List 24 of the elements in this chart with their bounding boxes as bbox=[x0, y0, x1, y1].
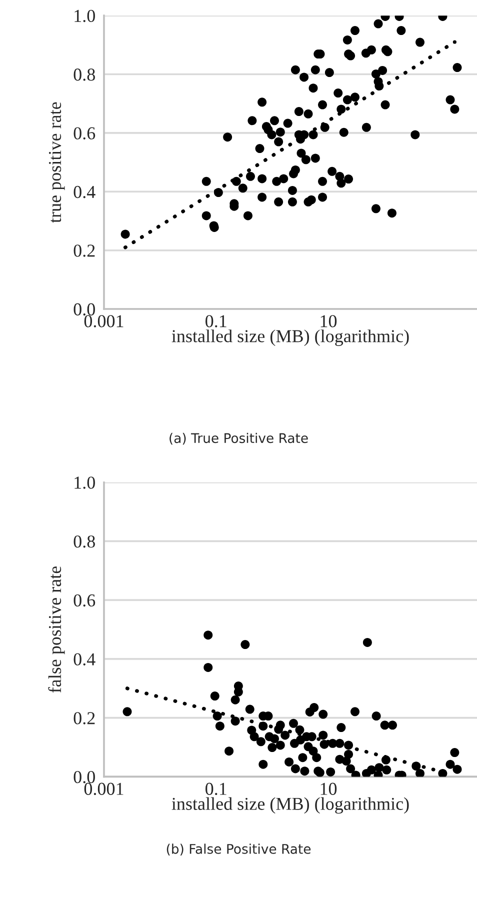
y-tick-label: 0.6 bbox=[74, 594, 96, 607]
x-tick-label: 0.1 bbox=[206, 782, 226, 796]
y-tick-label: 0.4 bbox=[74, 653, 96, 666]
text: (a) True Positive Rate bbox=[170, 432, 308, 445]
x-tick-label: 0.001 bbox=[84, 315, 124, 328]
text: (b) False Positive Rate bbox=[166, 844, 311, 856]
x-axis-title: installed size (MB) (logarithmic) bbox=[172, 797, 409, 814]
x-tick-label: 10 bbox=[320, 782, 337, 795]
y-axis-title: false positive rate bbox=[48, 566, 65, 693]
y-tick-label: 0.0 bbox=[74, 770, 95, 784]
y-tick-label: 1.0 bbox=[74, 476, 95, 489]
y-tick-label: 0.2 bbox=[74, 712, 95, 724]
y-tick-label: 0.8 bbox=[74, 535, 95, 548]
x-axis-title: installed size (MB) (logarithmic) bbox=[172, 330, 409, 346]
y-tick-label: 0.6 bbox=[74, 127, 96, 140]
y-tick-label: 0.8 bbox=[74, 68, 95, 81]
y-tick-label: 0.2 bbox=[74, 244, 95, 257]
x-tick-label: 0.1 bbox=[206, 315, 226, 328]
x-tick-label: 10 bbox=[320, 315, 337, 328]
y-tick-label: 1.0 bbox=[74, 10, 95, 22]
y-tick-label: 0.4 bbox=[74, 186, 96, 198]
y-axis-title: true positive rate bbox=[48, 102, 65, 223]
y-tick-label: 0.0 bbox=[74, 303, 95, 316]
x-tick-label: 0.001 bbox=[84, 782, 124, 796]
